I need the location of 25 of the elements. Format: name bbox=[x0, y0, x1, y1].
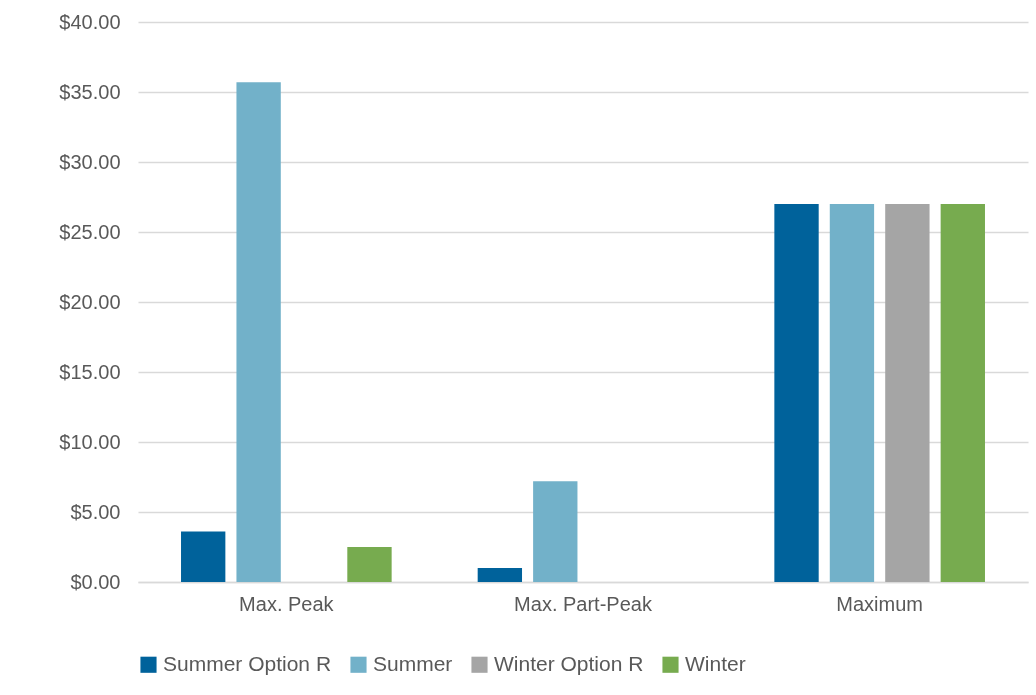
y-tick-label: $20.00 bbox=[59, 290, 121, 313]
bar bbox=[236, 82, 281, 582]
bar bbox=[885, 204, 930, 582]
y-tick-label: $0.00 bbox=[70, 570, 121, 593]
bar bbox=[829, 204, 875, 582]
y-tick-label: $5.00 bbox=[70, 500, 121, 523]
bar bbox=[774, 204, 819, 582]
legend-label: Summer Option R bbox=[163, 651, 332, 675]
bar bbox=[940, 204, 985, 582]
y-tick-label: $15.00 bbox=[59, 360, 121, 383]
x-tick-label: Max. Part-Peak bbox=[514, 592, 653, 615]
y-tick-label: $25.00 bbox=[59, 220, 121, 243]
bar bbox=[477, 568, 523, 582]
x-tick-label: Max. Peak bbox=[239, 592, 335, 615]
y-tick-label: $35.00 bbox=[59, 80, 121, 103]
y-tick-label: $10.00 bbox=[59, 430, 121, 453]
x-tick-label: Maximum bbox=[836, 592, 923, 615]
y-tick-label: $30.00 bbox=[59, 150, 121, 173]
legend-label: Winter bbox=[685, 651, 746, 675]
bar bbox=[181, 531, 226, 582]
bar bbox=[347, 547, 392, 582]
bar bbox=[533, 481, 578, 582]
legend-label: Winter Option R bbox=[494, 651, 644, 675]
y-tick-label: $40.00 bbox=[59, 10, 121, 33]
legend-label: Summer bbox=[373, 651, 453, 675]
